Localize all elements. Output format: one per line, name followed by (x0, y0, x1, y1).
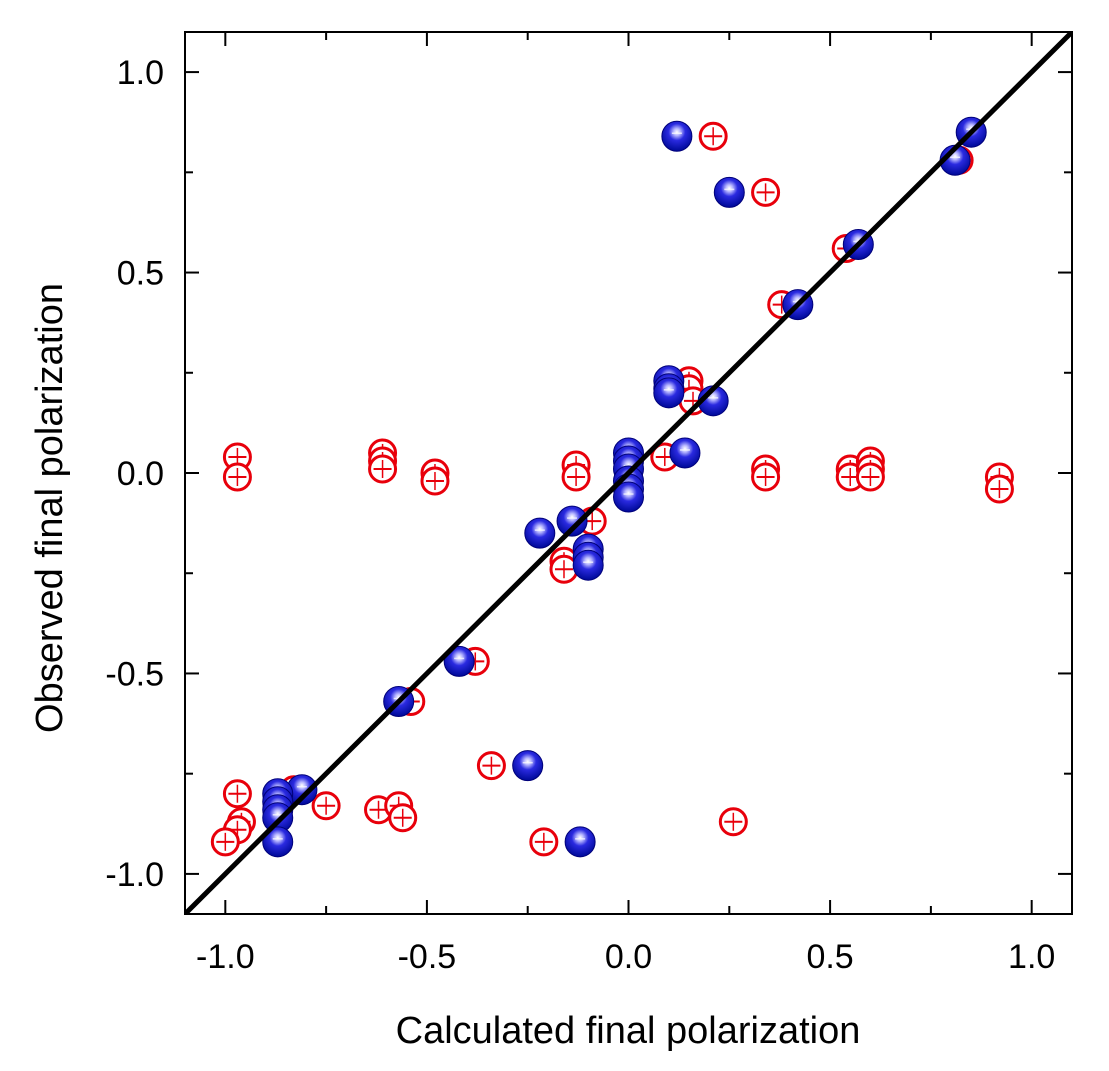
filled-circle-point (713, 176, 745, 208)
open-circle-point (751, 177, 781, 207)
x-tick-label: -0.5 (398, 938, 457, 976)
y-tick-label: 1.0 (117, 54, 164, 92)
filled-circle-point (613, 481, 644, 513)
filled-circle-point (556, 505, 588, 537)
identity-line (185, 32, 1072, 914)
x-tick-label: 0.0 (605, 938, 652, 976)
filled-circle-point (564, 826, 596, 858)
open-circle-point (855, 462, 885, 492)
y-axis-title: Observed final polarization (29, 283, 71, 733)
open-circle-point (222, 462, 252, 492)
open-circle-point (698, 121, 728, 151)
filled-circle-point (572, 549, 604, 581)
open-circle-point (311, 791, 341, 821)
filled-circle-point (512, 750, 544, 782)
open-circle-point (476, 751, 506, 781)
open-circle-point (210, 827, 240, 857)
x-tick-label: 1.0 (1008, 938, 1055, 976)
filled-circle-point (262, 826, 294, 858)
y-tick-label: -0.5 (105, 655, 164, 693)
filled-circle-point (669, 437, 701, 469)
open-circle-point (751, 462, 781, 492)
y-tick-label: -1.0 (105, 856, 164, 894)
x-axis-title: Calculated final polarization (396, 1010, 861, 1052)
y-tick-label: 0.0 (117, 455, 164, 493)
open-circle-point (529, 827, 559, 857)
open-circle-point (368, 454, 398, 484)
filled-circle-point (286, 774, 318, 806)
open-circle-point (561, 462, 591, 492)
open-circle-point (222, 779, 252, 809)
open-circle-point (420, 466, 450, 496)
open-circle-point (388, 803, 418, 833)
open-circle-point (718, 807, 748, 837)
open-circle-point (984, 474, 1014, 504)
x-tick-label: -1.0 (196, 938, 255, 976)
filled-circle-point (443, 645, 475, 677)
filled-circle-point (661, 120, 693, 152)
filled-circle-point (524, 517, 556, 549)
filled-circle-point (653, 377, 685, 409)
x-tick-label: 0.5 (806, 938, 853, 976)
axis-ticks: -1.0 -0.5 0.0 0.5 1.0 -1.0 -0.5 0.0 0.5 1.0 (105, 32, 1072, 976)
y-tick-label: 0.5 (117, 255, 164, 293)
